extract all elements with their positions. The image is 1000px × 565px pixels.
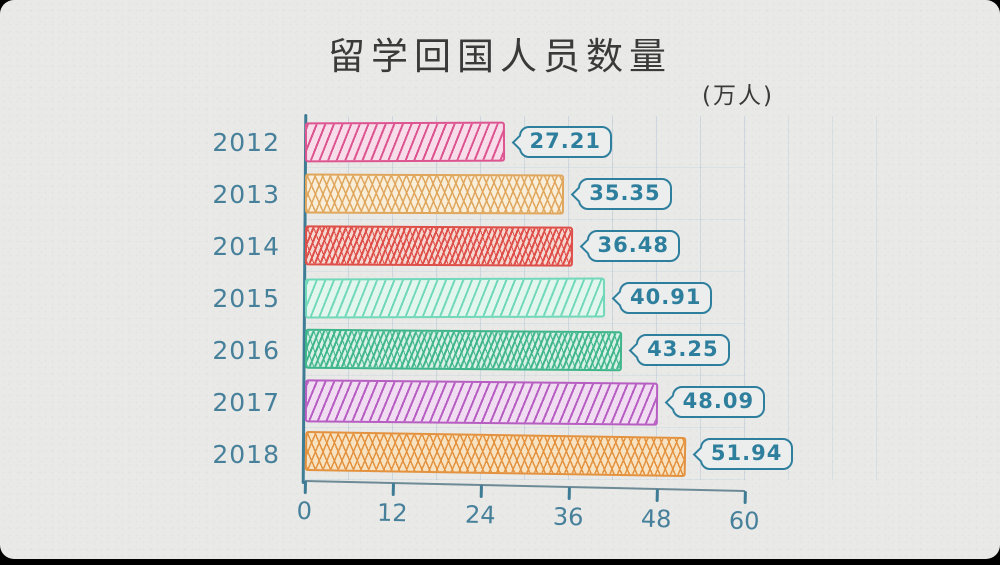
x-tick-label: 36 xyxy=(552,502,584,532)
gridlines-right xyxy=(745,116,905,480)
year-label: 2012 xyxy=(212,127,280,157)
value-bubble: 36.48 xyxy=(586,229,680,263)
bar-2013 xyxy=(304,173,565,215)
bar-2014 xyxy=(304,225,573,267)
x-tick-mark xyxy=(743,490,747,505)
value-bubble: 51.94 xyxy=(699,437,794,471)
year-label: 2014 xyxy=(212,231,280,261)
plot-area-wrap: 27.21 35.35 36.48 40.91 43.25 48.09 51.94 0 12 2… xyxy=(296,113,905,535)
x-tick-label: 60 xyxy=(728,506,760,536)
bar-row: 35.35 xyxy=(304,168,745,220)
bar-row: 43.25 xyxy=(304,324,745,376)
year-label: 2013 xyxy=(212,179,280,209)
bar-2016 xyxy=(304,328,623,372)
chart-title: 留学回国人员数量 xyxy=(328,35,672,78)
bar-2017 xyxy=(304,378,658,426)
bar-2012 xyxy=(304,121,505,163)
bar-2018 xyxy=(304,431,687,477)
value-bubble: 27.21 xyxy=(518,125,612,159)
x-tick-mark xyxy=(567,486,571,501)
year-label: 2015 xyxy=(212,283,280,313)
bar-row: 51.94 xyxy=(304,428,794,480)
bar-row: 40.91 xyxy=(304,272,745,324)
bar-row: 27.21 xyxy=(304,116,745,168)
x-tick-label: 48 xyxy=(640,504,672,534)
x-axis: 0 12 24 36 48 60 xyxy=(296,480,760,535)
x-tick-mark xyxy=(655,488,659,503)
bar-row: 36.48 xyxy=(304,220,745,272)
x-tick-mark xyxy=(479,484,483,499)
value-bubble: 40.91 xyxy=(619,281,713,315)
unit-label: (万人) xyxy=(702,83,774,109)
value-bubble: 48.09 xyxy=(671,385,766,419)
x-tick-label: 24 xyxy=(464,500,496,530)
bar-row: 48.09 xyxy=(304,376,766,428)
x-tick-mark xyxy=(391,482,395,497)
year-label: 2018 xyxy=(212,439,280,469)
bar-2015 xyxy=(304,277,606,319)
x-tick-mark xyxy=(303,480,307,495)
year-label: 2017 xyxy=(212,387,280,417)
x-tick-label: 0 xyxy=(296,496,313,526)
value-bubble: 43.25 xyxy=(636,333,730,367)
year-label: 2016 xyxy=(212,335,280,365)
value-bubble: 35.35 xyxy=(578,177,672,211)
plot-area: 27.21 35.35 36.48 40.91 43.25 48.09 51.94 xyxy=(304,116,794,480)
x-tick-label: 12 xyxy=(376,498,408,528)
y-axis-labels: 2012 2013 2014 2015 2016 2017 2018 xyxy=(170,116,280,480)
